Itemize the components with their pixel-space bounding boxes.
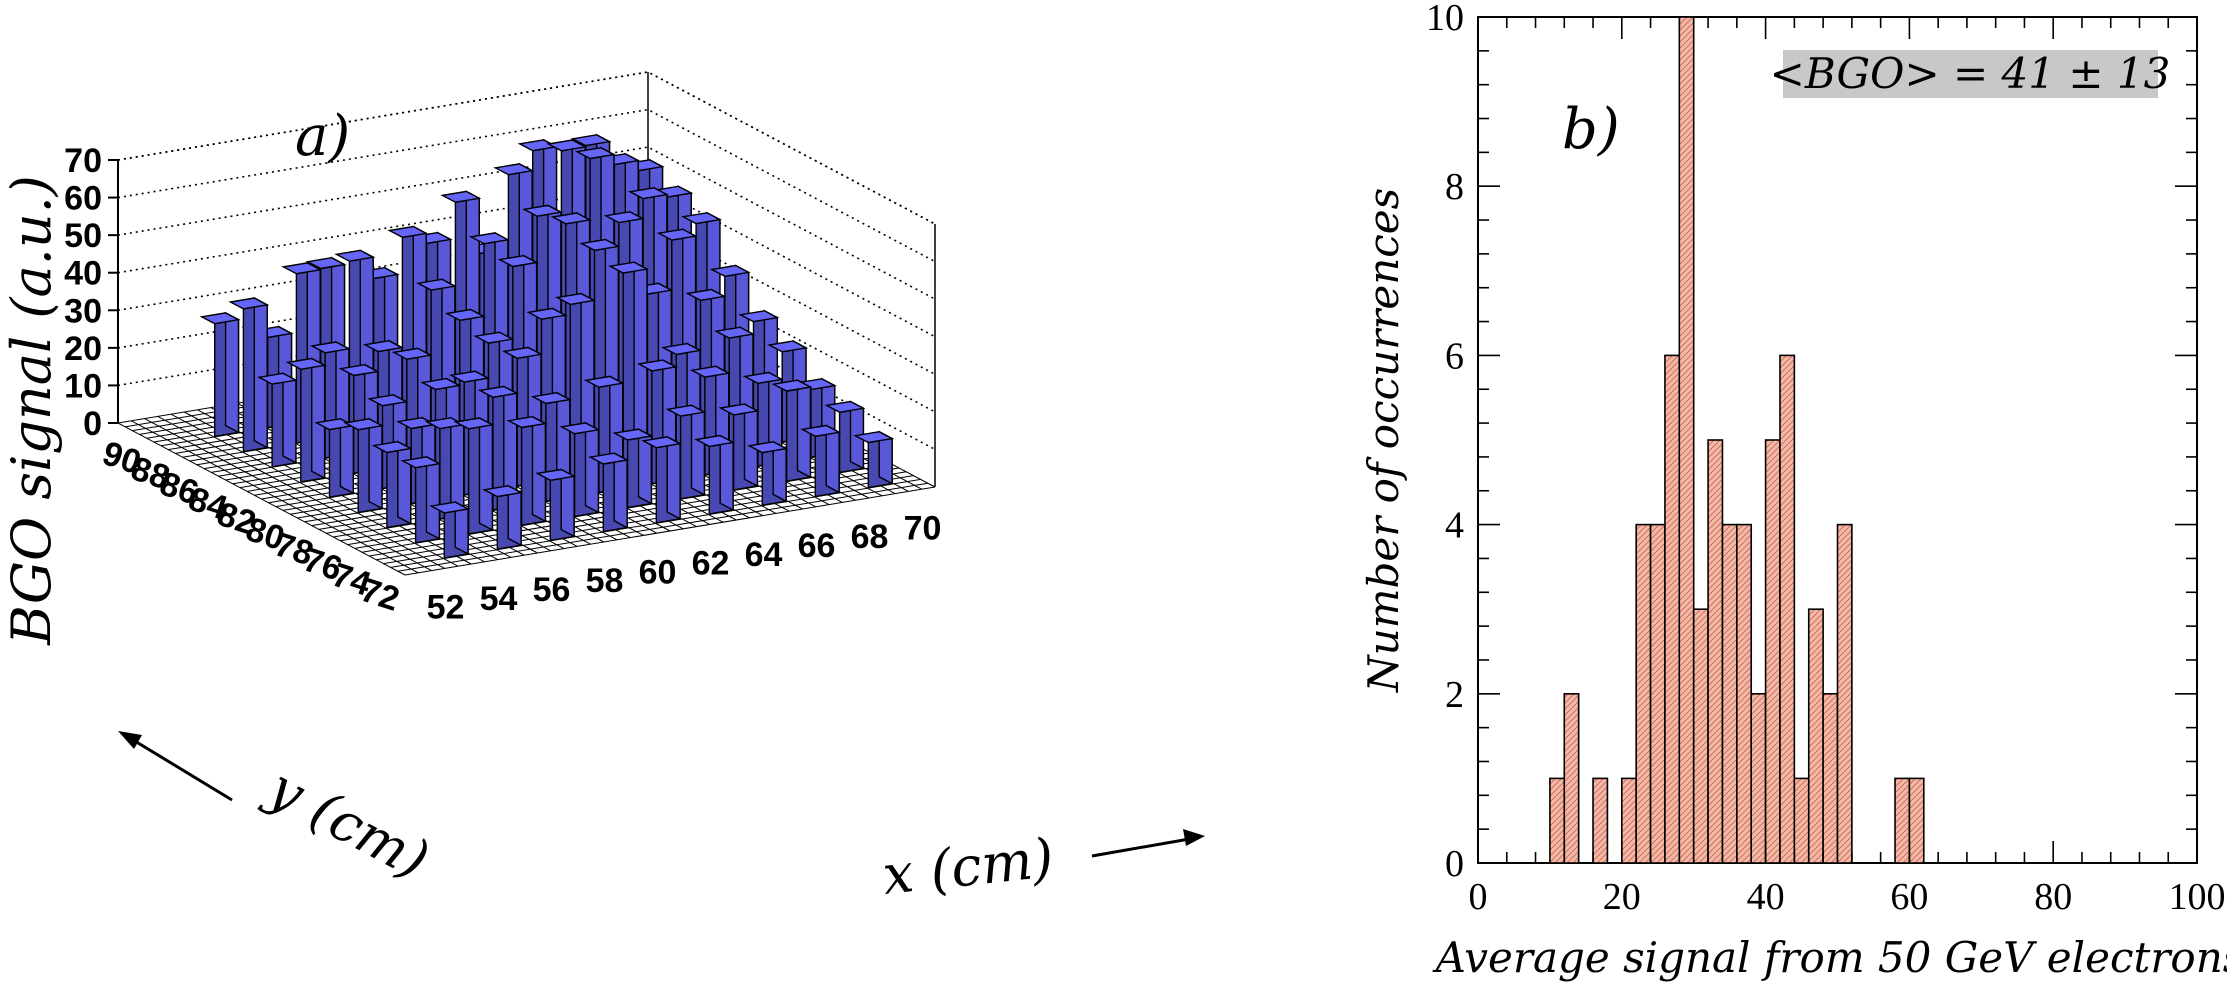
histogram-bar [1635,523,1652,864]
bar-3d [588,452,630,533]
hist-y-tick-label: 0 [1445,843,1464,885]
x-tick-label: 70 [904,509,942,547]
x-tick-label: 52 [427,589,465,627]
bar-3d [559,421,601,518]
panel-b-label: b) [1562,97,1620,162]
z-tick-label: 20 [64,330,102,368]
bar-3d [285,357,327,483]
bar-3d [747,440,789,507]
histogram-bar [1621,777,1637,864]
hist-y-tick-label: 4 [1445,505,1464,547]
hist-y-tick-label: 8 [1445,166,1464,208]
x-axis-label: x (cm) [880,826,1057,907]
bar-3d [853,430,895,489]
histogram-ticks: 0 20 40 60 80 100 0 2 4 6 8 10 [1426,0,2226,918]
mean-annotation: <BGO> = 41 ± 13 [1770,49,2171,98]
z-tick-label: 60 [64,180,102,218]
histogram-bar [1779,354,1796,864]
bar-3d [453,416,495,535]
y-axis-arrow [118,731,233,802]
bar-3d [694,434,736,515]
histogram-bar [1692,608,1709,864]
bar-3d [400,455,442,544]
hist-x-tick-label: 80 [2034,876,2072,918]
y-axis-label: y (cm) [257,755,440,892]
z-tick-label: 70 [64,142,102,180]
histogram-bar [1592,777,1609,864]
bar-3d [824,400,866,474]
bar-3d [314,417,356,499]
histogram-bar [1836,523,1853,864]
histogram-bar [1736,523,1753,864]
bar-3d [665,404,707,500]
bar-3d [482,484,524,551]
z-tick-label: 30 [64,292,102,330]
hist-x-tick-label: 100 [2169,876,2226,918]
hist-y-axis-label: Number of occurrences [1359,188,1408,693]
panel-a-label: a) [295,104,350,169]
hist-x-tick-label: 0 [1469,876,1488,918]
bar-3d [535,468,577,542]
bar-3d [429,500,471,559]
bar-3d [256,372,299,468]
x-tick-label: 54 [480,580,518,618]
panel-b-histogram: 0 20 40 60 80 100 0 2 4 6 8 10 <BGO> = 41 ± 13 b) N… [1359,0,2227,982]
hist-x-tick-label: 20 [1603,876,1641,918]
hist-x-tick-label: 60 [1890,876,1928,918]
hist-y-tick-label: 6 [1445,335,1464,377]
x-tick-label: 60 [639,553,677,591]
bar-3d [506,415,548,527]
x-tick-label: 58 [586,562,624,600]
histogram-bar [1750,692,1767,864]
histogram-bar [1822,692,1839,864]
histogram-bar [1721,523,1738,864]
bar-3d [800,424,842,498]
x-tick-label: 64 [745,536,783,574]
bar-3d [228,296,270,453]
panel-a-bars [199,133,895,559]
x-tick-label: 62 [692,545,730,583]
histogram-bars [1549,16,1925,864]
z-tick-label: 40 [64,255,102,293]
histogram-bar [1807,608,1824,864]
hist-y-tick-label: 2 [1445,674,1464,716]
x-axis-arrow [1091,829,1205,858]
z-tick-label: 50 [64,217,102,255]
histogram-bar [1549,777,1566,864]
histogram-bar [1908,777,1925,864]
histogram-bar [1678,16,1695,864]
hist-x-axis-label: Average signal from 50 GeV electrons [1432,933,2227,982]
histogram-bar [1563,692,1580,864]
x-tick-label: 56 [533,571,571,609]
bar-3d [199,311,241,438]
x-tick-label: 68 [851,518,889,556]
bar-3d [612,428,654,509]
histogram-bar [1894,777,1911,864]
histogram-bar [1793,777,1810,864]
bar-3d [424,416,466,520]
z-tick-label: 0 [83,405,102,443]
histogram-bar [1764,439,1781,864]
bar-3d [718,402,760,491]
z-tick-label: 10 [64,367,102,405]
histogram-bar [1649,523,1666,864]
histogram-bar [1664,354,1681,864]
histogram-bar [1707,439,1724,864]
hist-x-tick-label: 40 [1747,876,1785,918]
hist-y-tick-label: 10 [1426,0,1464,39]
bar-3d [641,435,683,524]
annotation-box [1783,50,2158,98]
x-tick-label: 66 [798,527,836,565]
z-axis-label: BGO signal (a.u.) [0,175,63,646]
